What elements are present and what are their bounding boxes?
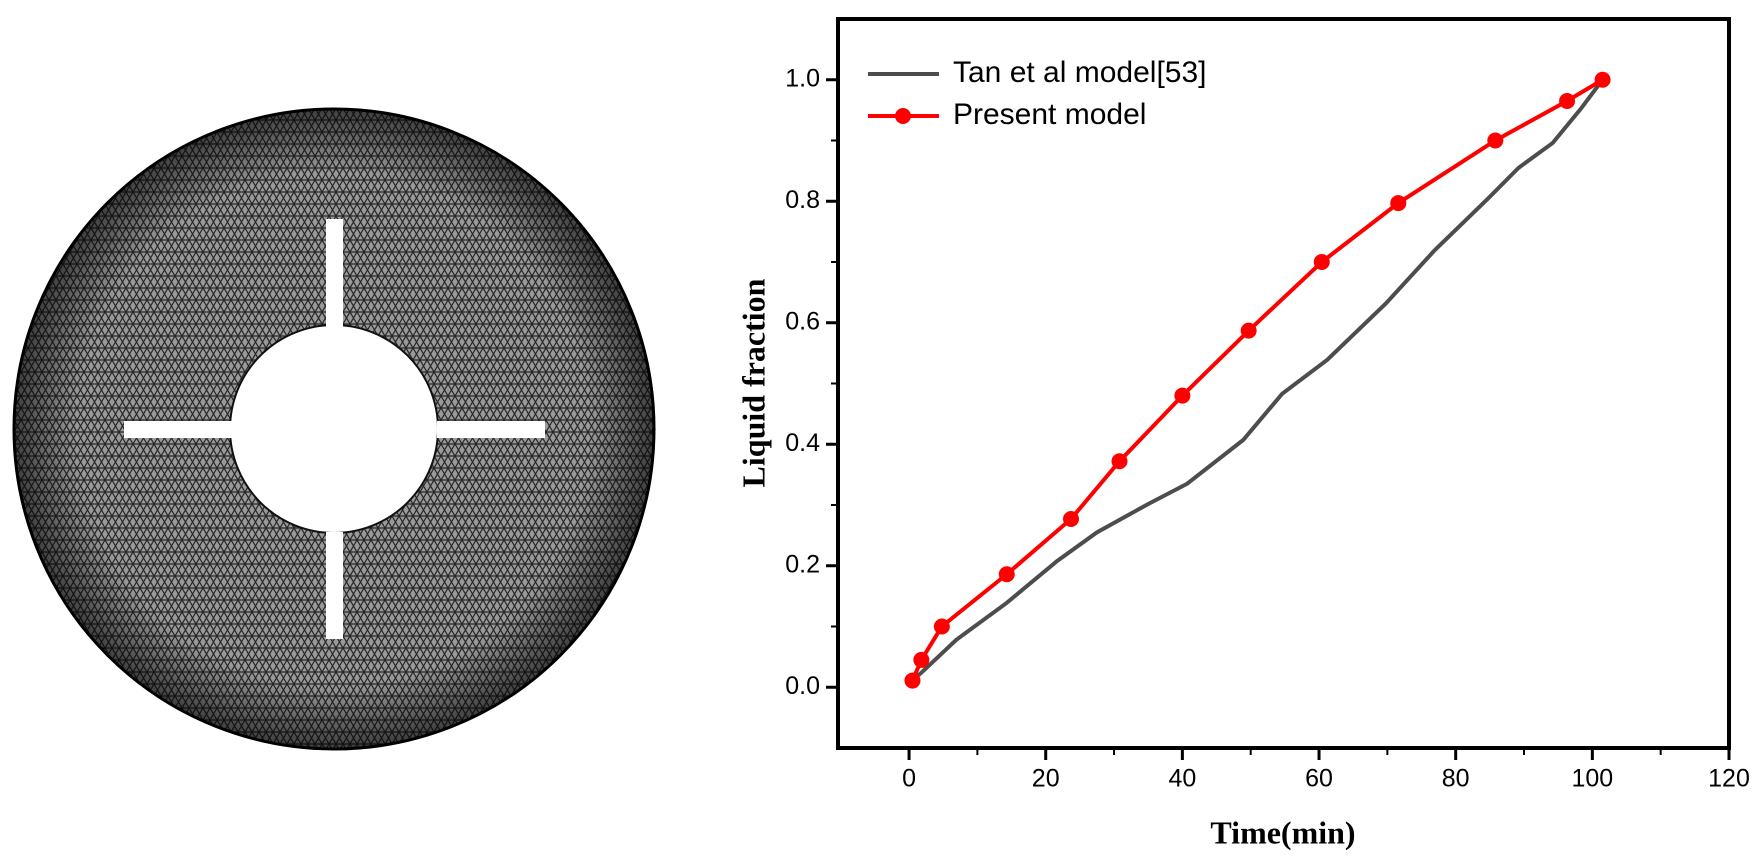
mesh-image <box>12 107 656 751</box>
y-tick-label: 0.0 <box>785 672 820 700</box>
series-line <box>911 78 1605 683</box>
y-axis-title: Liquid fraction <box>735 278 771 487</box>
y-tick-label: 0.8 <box>785 186 820 214</box>
x-tick-label: 40 <box>1168 765 1196 793</box>
x-tick-label: 100 <box>1571 765 1613 793</box>
data-point <box>1594 71 1611 88</box>
x-tick-label: 20 <box>1032 765 1060 793</box>
x-tick-label: 60 <box>1305 765 1333 793</box>
data-point <box>1062 510 1079 527</box>
legend-marker <box>895 108 911 124</box>
x-tick-label: 120 <box>1708 765 1750 793</box>
data-point <box>933 618 950 635</box>
data-point <box>998 566 1015 583</box>
y-tick-label: 1.0 <box>785 64 820 92</box>
legend-label: Tan et al model[53] <box>953 56 1207 89</box>
x-tick-label: 80 <box>1442 765 1470 793</box>
data-point <box>904 672 921 689</box>
data-point <box>1240 322 1257 339</box>
data-point <box>1487 132 1504 149</box>
data-point <box>1390 195 1407 212</box>
y-tick-label: 0.4 <box>785 429 820 457</box>
data-point <box>913 651 930 668</box>
y-tick-label: 0.2 <box>785 550 820 578</box>
data-point <box>1559 93 1576 110</box>
data-point <box>1313 254 1330 270</box>
y-tick-label: 0.6 <box>785 307 820 335</box>
x-axis-title: Time(min) <box>1210 814 1355 850</box>
legend-label: Present model <box>953 98 1146 131</box>
x-tick-label: 0 <box>902 765 916 793</box>
series-line <box>910 78 1604 682</box>
data-point <box>1111 453 1128 470</box>
data-point <box>1174 387 1191 404</box>
